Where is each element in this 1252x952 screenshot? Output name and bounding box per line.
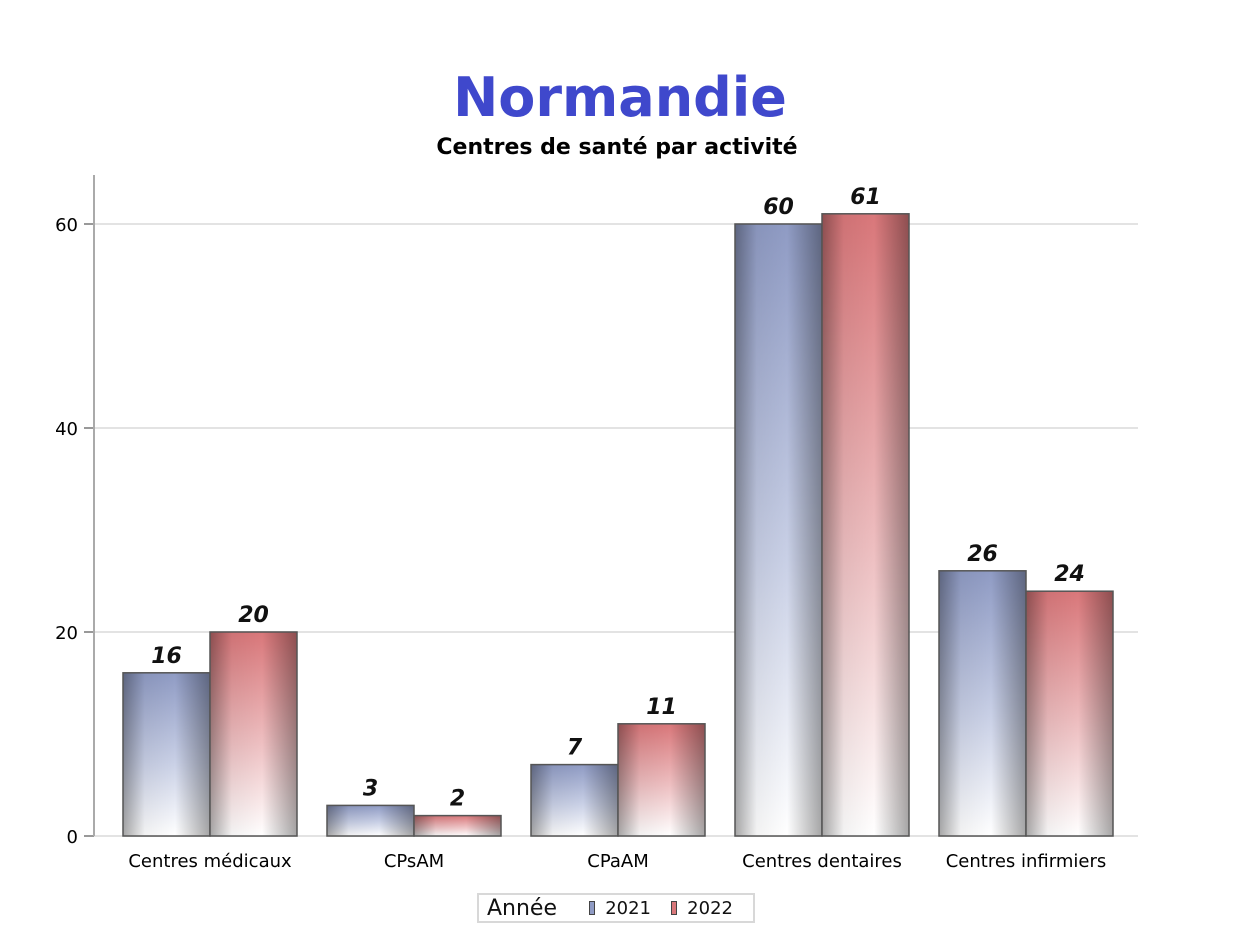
bar-outline <box>1025 590 1114 837</box>
data-label: 20 <box>238 603 269 628</box>
y-tick-label: 20 <box>55 623 78 644</box>
chart-title: Normandie <box>453 66 787 129</box>
y-tick-label: 40 <box>55 419 78 440</box>
bar-outline <box>734 223 823 837</box>
x-tick-label: CPsAM <box>384 851 444 872</box>
bar-outline <box>938 570 1027 837</box>
data-label: 60 <box>763 195 794 220</box>
bar-outline <box>122 672 211 837</box>
chart-subtitle: Centres de santé par activité <box>436 135 798 160</box>
data-label: 11 <box>646 695 677 720</box>
legend-label-2022: 2022 <box>687 897 733 919</box>
legend-title: Année <box>487 895 558 921</box>
data-label: 24 <box>1054 562 1085 587</box>
data-label: 2 <box>450 787 465 812</box>
bar-outline <box>413 814 502 837</box>
y-tick-label: 0 <box>67 827 78 848</box>
x-tick-label: CPaAM <box>587 851 649 872</box>
data-label: 7 <box>567 736 583 761</box>
data-label: 16 <box>151 644 182 669</box>
legend-label-2021: 2021 <box>605 897 651 919</box>
legend-swatch-2022 <box>671 901 678 915</box>
legend: Année 2021 2022 <box>477 893 755 923</box>
bar-outline <box>821 213 910 837</box>
x-tick-label: Centres médicaux <box>128 851 292 872</box>
y-tick-label: 60 <box>55 215 78 236</box>
data-label: 3 <box>363 776 378 801</box>
x-tick-label: Centres infirmiers <box>946 851 1107 872</box>
bar-outline <box>530 763 619 837</box>
x-tick-label: Centres dentaires <box>742 851 902 872</box>
bar-outline <box>326 804 415 837</box>
data-label: 61 <box>850 185 881 210</box>
bar-outline <box>617 723 706 837</box>
data-label: 26 <box>967 542 998 567</box>
bar-outline <box>209 631 298 837</box>
legend-swatch-2021 <box>589 901 596 915</box>
